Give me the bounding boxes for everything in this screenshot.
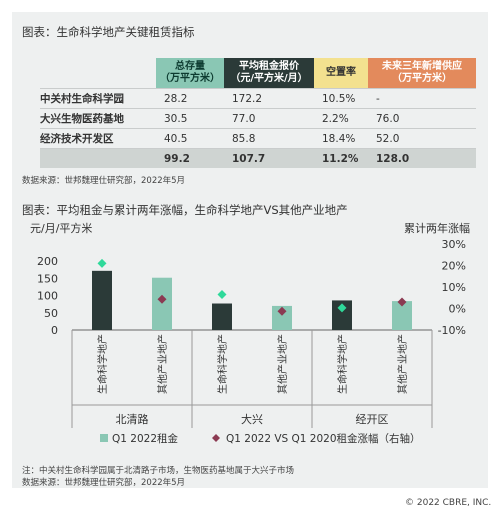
growth-marker [97, 258, 107, 268]
growth-marker [217, 290, 227, 300]
total-stock: 99.2 [156, 148, 224, 168]
y2-tick-label: 30% [442, 238, 466, 251]
x-tick-label: 生命科学地产 [96, 334, 109, 394]
y-tick-label: 200 [37, 255, 58, 268]
table-row: 经济技术开发区 40.5 85.8 18.4% 52.0 [40, 128, 476, 149]
y2-tick-label: 0% [449, 303, 466, 316]
rent-bar [272, 305, 292, 330]
header-supply: 未来三年新增供应 （万平方米） [368, 58, 476, 89]
cell-vacancy: 18.4% [322, 132, 356, 145]
cell-stock: 40.5 [164, 132, 188, 145]
cell-supply: 52.0 [376, 132, 400, 145]
rent-bar [212, 303, 232, 330]
x-tick-label: 其他产业地产 [396, 334, 409, 394]
cell-vacancy: 2.2% [322, 112, 349, 125]
header-vacancy: 空置率 [314, 58, 368, 89]
report-card: 图表：生命科学地产关键租赁指标 图表：平均租金与累计两年涨幅，生命科学地产VS其… [12, 12, 488, 488]
x-tick-label: 生命科学地产 [336, 334, 349, 394]
y-tick-label: 50 [44, 307, 58, 320]
y-tick-label: 100 [37, 290, 58, 303]
cell-supply: - [376, 92, 380, 105]
header-rent: 平均租金报价 （元/平方米/月） [224, 58, 314, 89]
growth-marker [397, 297, 407, 307]
rent-bar [332, 300, 352, 330]
chart-footnote: 注：中关村生命科学园属于北清路子市场，生物医药基地属于大兴子市场 [22, 466, 295, 476]
x-tick-label: 生命科学地产 [216, 334, 229, 394]
legend-label-growth: Q1 2022 VS Q1 2020租金涨幅（右轴） [226, 432, 421, 445]
cell-rent: 172.2 [232, 92, 263, 105]
y2-tick-label: 10% [442, 281, 466, 294]
growth-marker [337, 303, 347, 313]
growth-marker [277, 306, 287, 316]
cell-rent: 77.0 [232, 112, 256, 125]
copyright: © 2022 CBRE, INC. [405, 498, 492, 508]
rent-bar [92, 270, 112, 330]
y2-tick-label: 20% [442, 260, 466, 273]
x-tick-label: 其他产业地产 [156, 334, 169, 394]
cell-supply: 76.0 [376, 112, 400, 125]
y-tick-label: 150 [37, 272, 58, 285]
total-supply: 128.0 [368, 148, 476, 168]
cell-vacancy: 10.5% [322, 92, 356, 105]
key-metrics-table: 总存量 （万平方米） 平均租金报价 （元/平方米/月） 空置率 未来三年新增供应 （万… [40, 58, 476, 168]
total-label-blank [40, 148, 156, 168]
x-tick-label: 其他产业地产 [276, 334, 289, 394]
rent-bar [392, 301, 412, 330]
group-label: 北清路 [116, 413, 149, 426]
cell-rent: 85.8 [232, 132, 256, 145]
table-source: 数据来源：世邦魏理仕研究部，2022年5月 [22, 176, 186, 186]
legend-swatch-rent [100, 434, 108, 442]
group-label: 大兴 [241, 412, 263, 426]
cell-stock: 30.5 [164, 112, 188, 125]
row-label: 大兴生物医药基地 [40, 113, 124, 125]
growth-marker [157, 294, 167, 304]
chart-title: 图表：平均租金与累计两年涨幅，生命科学地产VS其他产业地产 [22, 203, 348, 217]
row-label: 经济技术开发区 [40, 133, 114, 145]
row-label: 中关村生命科学园 [40, 93, 124, 105]
total-rent: 107.7 [224, 148, 314, 168]
chart-source: 数据来源：世邦魏理仕研究部，2022年5月 [22, 478, 186, 488]
table-title: 图表：生命科学地产关键租赁指标 [22, 25, 195, 39]
table-total-row: 99.2 107.7 11.2% 128.0 [40, 148, 476, 168]
y2-axis-label: 累计两年涨幅 [404, 221, 470, 235]
legend-label-rent: Q1 2022租金 [112, 432, 179, 445]
header-stock: 总存量 （万平方米） [156, 58, 224, 89]
table-header-row: 总存量 （万平方米） 平均租金报价 （元/平方米/月） 空置率 未来三年新增供应 （万… [40, 58, 476, 89]
table-row: 大兴生物医药基地 30.5 77.0 2.2% 76.0 [40, 108, 476, 129]
total-vacancy: 11.2% [314, 148, 368, 168]
group-label: 经开区 [356, 413, 389, 426]
y2-tick-label: -10% [438, 324, 466, 337]
cell-stock: 28.2 [164, 92, 188, 105]
y-axis-label: 元/月/平方米 [30, 221, 92, 235]
table-row: 中关村生命科学园 28.2 172.2 10.5% - [40, 88, 476, 109]
y-tick-label: 0 [51, 324, 58, 337]
rent-bar [152, 277, 172, 330]
legend-swatch-growth [212, 434, 220, 442]
